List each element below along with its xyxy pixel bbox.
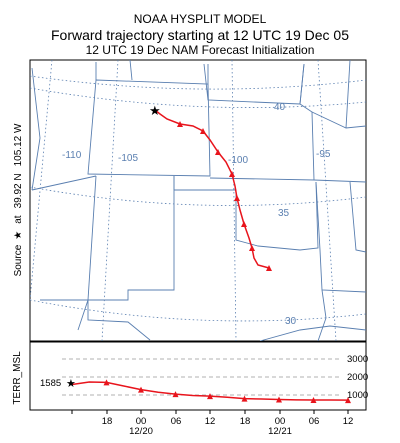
source-star-glyph: ★ [13, 231, 24, 240]
map-layer: -110 -105 -100 -95 40 35 30 ★ [30, 60, 366, 341]
time-axis: 18 00 06 12 18 00 06 12 12/20 12/21 [71, 410, 354, 437]
source-word: Source [13, 244, 24, 276]
time-tick-label: 00 [136, 416, 147, 427]
y-label-2000: 2000 [347, 372, 368, 383]
trajectory-markers [177, 121, 272, 271]
time-tick-label: 00 [275, 416, 286, 427]
profile-marker [276, 396, 282, 403]
trajectory-marker [241, 221, 247, 227]
time-tick-label: 12 [205, 416, 216, 427]
profile-marker [310, 396, 317, 403]
source-longitude: 105.12 W [13, 123, 24, 166]
lat-label: 30 [285, 316, 297, 327]
profile-marker [103, 379, 110, 386]
trajectory-marker [234, 195, 240, 201]
longitude-gridlines [30, 60, 337, 341]
initialization-subtitle: 12 UTC 19 Dec NAM Forecast Initializatio… [85, 43, 315, 57]
time-tick-label: 18 [240, 416, 251, 427]
utah-west-border [31, 67, 41, 191]
longitude-line [231, 60, 237, 341]
profile-start-star-icon: ★ [66, 378, 76, 390]
trajectory-marker [229, 171, 235, 177]
y-label-3000: 3000 [347, 354, 368, 365]
utah-arizona-border [31, 175, 97, 191]
latitude-line [30, 75, 366, 90]
trajectory-title: Forward trajectory starting at 12 UTC 19… [50, 27, 349, 43]
profile-marker [207, 393, 213, 400]
trajectory-marker [266, 265, 272, 271]
lat-label: 35 [278, 208, 290, 219]
state-borders [31, 60, 366, 341]
lon-label: -110 [62, 150, 82, 161]
wyoming-border [129, 60, 133, 81]
profile-marker [241, 395, 248, 402]
missouri-arkansas-border [313, 179, 366, 293]
iowa-border [299, 60, 351, 129]
trajectory-marker [249, 245, 255, 251]
time-tick-label: 18 [102, 416, 113, 427]
map-frame [29, 59, 367, 342]
profile-marker [138, 386, 144, 393]
new-mexico-texas-border [88, 176, 175, 301]
lon-label: -95 [316, 149, 331, 160]
profile-marker [172, 391, 179, 398]
lon-label: -100 [228, 155, 248, 166]
at-word: at [13, 215, 24, 224]
time-tick-label: 12 [343, 416, 354, 427]
model-title: NOAA HYSPLIT MODEL [133, 12, 267, 26]
trajectory: ★ [149, 103, 272, 271]
time-tick-label: 06 [309, 416, 320, 427]
date-label: 12/20 [129, 426, 153, 437]
terr-label: TERR_MSL [12, 351, 23, 405]
time-tick-label: 06 [171, 416, 182, 427]
mexico-border [40, 299, 151, 341]
profile-frame [29, 341, 367, 411]
trajectory-marker [200, 128, 206, 134]
colorado-border [87, 79, 211, 177]
profile-gridlines [62, 358, 340, 396]
trajectory-marker [177, 121, 183, 127]
svg-text:Source★at39.92 N105.12 W: Source ★ at 39.92 N 105.12 W [13, 123, 24, 276]
lat-label: 40 [274, 102, 286, 113]
source-star-icon: ★ [149, 103, 161, 118]
source-label: Source ★ at 39.92 N 105.12 W [13, 123, 24, 276]
start-height-label: 1585 [40, 378, 61, 389]
profile-marker [345, 397, 351, 404]
time-tick-marks [71, 410, 349, 414]
y-label-1000: 1000 [347, 390, 368, 401]
profile-series [71, 379, 351, 404]
terr-msl-label: TERR_MSL [12, 351, 23, 405]
trajectory-marker [215, 149, 221, 155]
latitude-line [30, 299, 366, 322]
lon-label: -105 [118, 153, 138, 164]
arkansas-east-border [349, 181, 366, 253]
gulf-coast [259, 325, 366, 341]
longitude-line [317, 60, 337, 341]
texas-louisiana-border [317, 289, 327, 341]
latitude-line [30, 87, 366, 108]
latitude-gridlines [30, 75, 366, 322]
longitude-line [101, 60, 119, 341]
date-label: 12/21 [268, 426, 292, 437]
latitude-line [30, 186, 366, 206]
longitude-line [30, 60, 53, 301]
source-latitude: 39.92 N [13, 173, 24, 208]
